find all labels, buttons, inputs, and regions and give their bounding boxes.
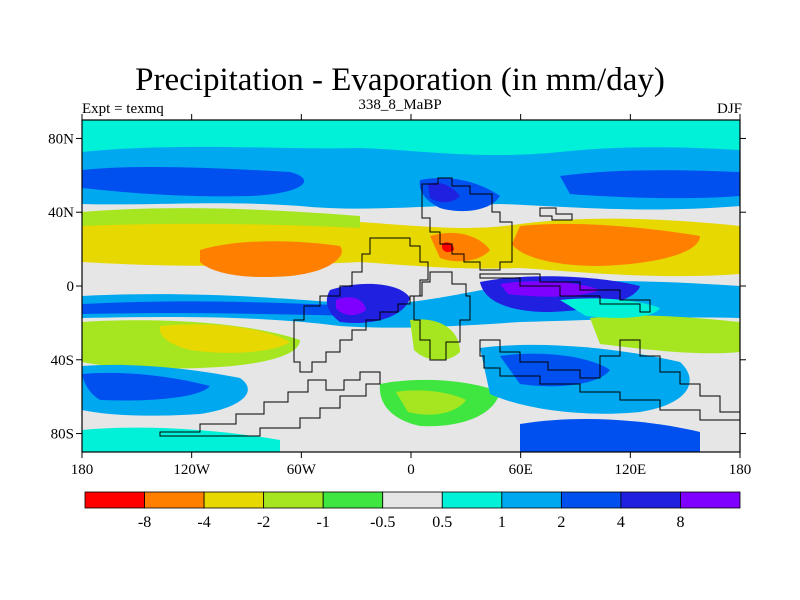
field-north-lime bbox=[82, 208, 360, 228]
y-tick-label: 80S bbox=[51, 427, 74, 443]
field-north-blue-atl bbox=[82, 166, 305, 197]
outline-africa bbox=[413, 271, 471, 361]
y-tick-label: 80N bbox=[48, 131, 74, 147]
field-eq-blue bbox=[82, 301, 360, 316]
x-tick-label: 120W bbox=[173, 462, 211, 478]
colorbar-swatch bbox=[84, 491, 145, 509]
y-axis: 80N 40N 0 40S 80S bbox=[48, 131, 746, 443]
colorbar-label: 4 bbox=[617, 514, 625, 531]
x-tick-label: 120E bbox=[614, 462, 646, 478]
field-south-yellow bbox=[159, 324, 290, 353]
colorbar-swatch bbox=[680, 491, 741, 509]
x-tick-label: 60E bbox=[509, 462, 533, 478]
field-north-orange-asia bbox=[512, 223, 700, 266]
field-africa-orange bbox=[430, 232, 490, 262]
colorbar-label: 8 bbox=[676, 514, 684, 531]
field-south-cyan bbox=[82, 427, 280, 452]
field-asia-purple bbox=[500, 281, 600, 297]
colorbar-swatch bbox=[322, 491, 384, 509]
y-tick-label: 40N bbox=[48, 205, 74, 221]
outline-south-america bbox=[293, 237, 429, 373]
outline-island-north bbox=[539, 207, 573, 221]
colorbar-swatch bbox=[144, 491, 205, 509]
colorbar-swatch bbox=[501, 491, 562, 509]
colorbar-swatch bbox=[382, 491, 443, 509]
colorbar-label: -2 bbox=[257, 514, 270, 531]
field-south-lime-2 bbox=[396, 390, 466, 415]
colorbar-label: 2 bbox=[557, 514, 565, 531]
outline-antarctic bbox=[159, 371, 381, 437]
x-tick-label: 0 bbox=[407, 462, 415, 478]
colorbar-swatch bbox=[560, 491, 622, 509]
colorbar-swatch bbox=[441, 491, 503, 509]
run-label: 338_8_MaBP bbox=[358, 97, 442, 113]
field-south-lime-east bbox=[590, 315, 740, 354]
continent-outlines bbox=[159, 177, 741, 437]
field-africa-red bbox=[442, 242, 454, 253]
field-africa-lime bbox=[410, 319, 460, 361]
outline-europe bbox=[421, 177, 513, 271]
experiment-label: Expt = texmq bbox=[82, 101, 164, 117]
x-tick-label: 60W bbox=[287, 462, 317, 478]
x-tick-label: 180 bbox=[71, 462, 94, 478]
colorbar: -8 -4 -2 -1 -0.5 0.5 1 2 4 8 bbox=[84, 491, 741, 531]
colorbar-label: -0.5 bbox=[370, 514, 395, 531]
field-samerica-purple bbox=[336, 297, 366, 316]
colorbar-label: 0.5 bbox=[432, 514, 452, 531]
field-layer bbox=[82, 120, 740, 452]
colorbar-label: -8 bbox=[138, 514, 151, 531]
field-eq-cyan bbox=[560, 298, 660, 318]
map-title: Precipitation - Evaporation (in mm/day) bbox=[135, 62, 665, 98]
outline-asia bbox=[479, 273, 651, 313]
colorbar-label: -1 bbox=[317, 514, 330, 531]
colorbar-swatch bbox=[203, 491, 265, 509]
field-south-blue-polar bbox=[520, 418, 700, 452]
colorbar-label: 1 bbox=[498, 514, 506, 531]
y-tick-label: 0 bbox=[67, 279, 75, 295]
x-tick-label: 180 bbox=[729, 462, 752, 478]
x-axis: 180 120W 60W 0 60E 120E 180 bbox=[71, 114, 752, 478]
colorbar-label: -4 bbox=[197, 514, 210, 531]
colorbar-swatch bbox=[620, 491, 681, 509]
outline-gondwana-east bbox=[479, 339, 741, 421]
y-tick-label: 40S bbox=[51, 353, 74, 369]
field-south-blue-w bbox=[82, 372, 210, 401]
field-north-blue-pac bbox=[560, 170, 740, 199]
field-europe-deep bbox=[428, 182, 460, 203]
field-north-orange-pac bbox=[200, 241, 342, 278]
colorbar-swatch bbox=[263, 491, 324, 509]
season-label: DJF bbox=[716, 101, 742, 117]
